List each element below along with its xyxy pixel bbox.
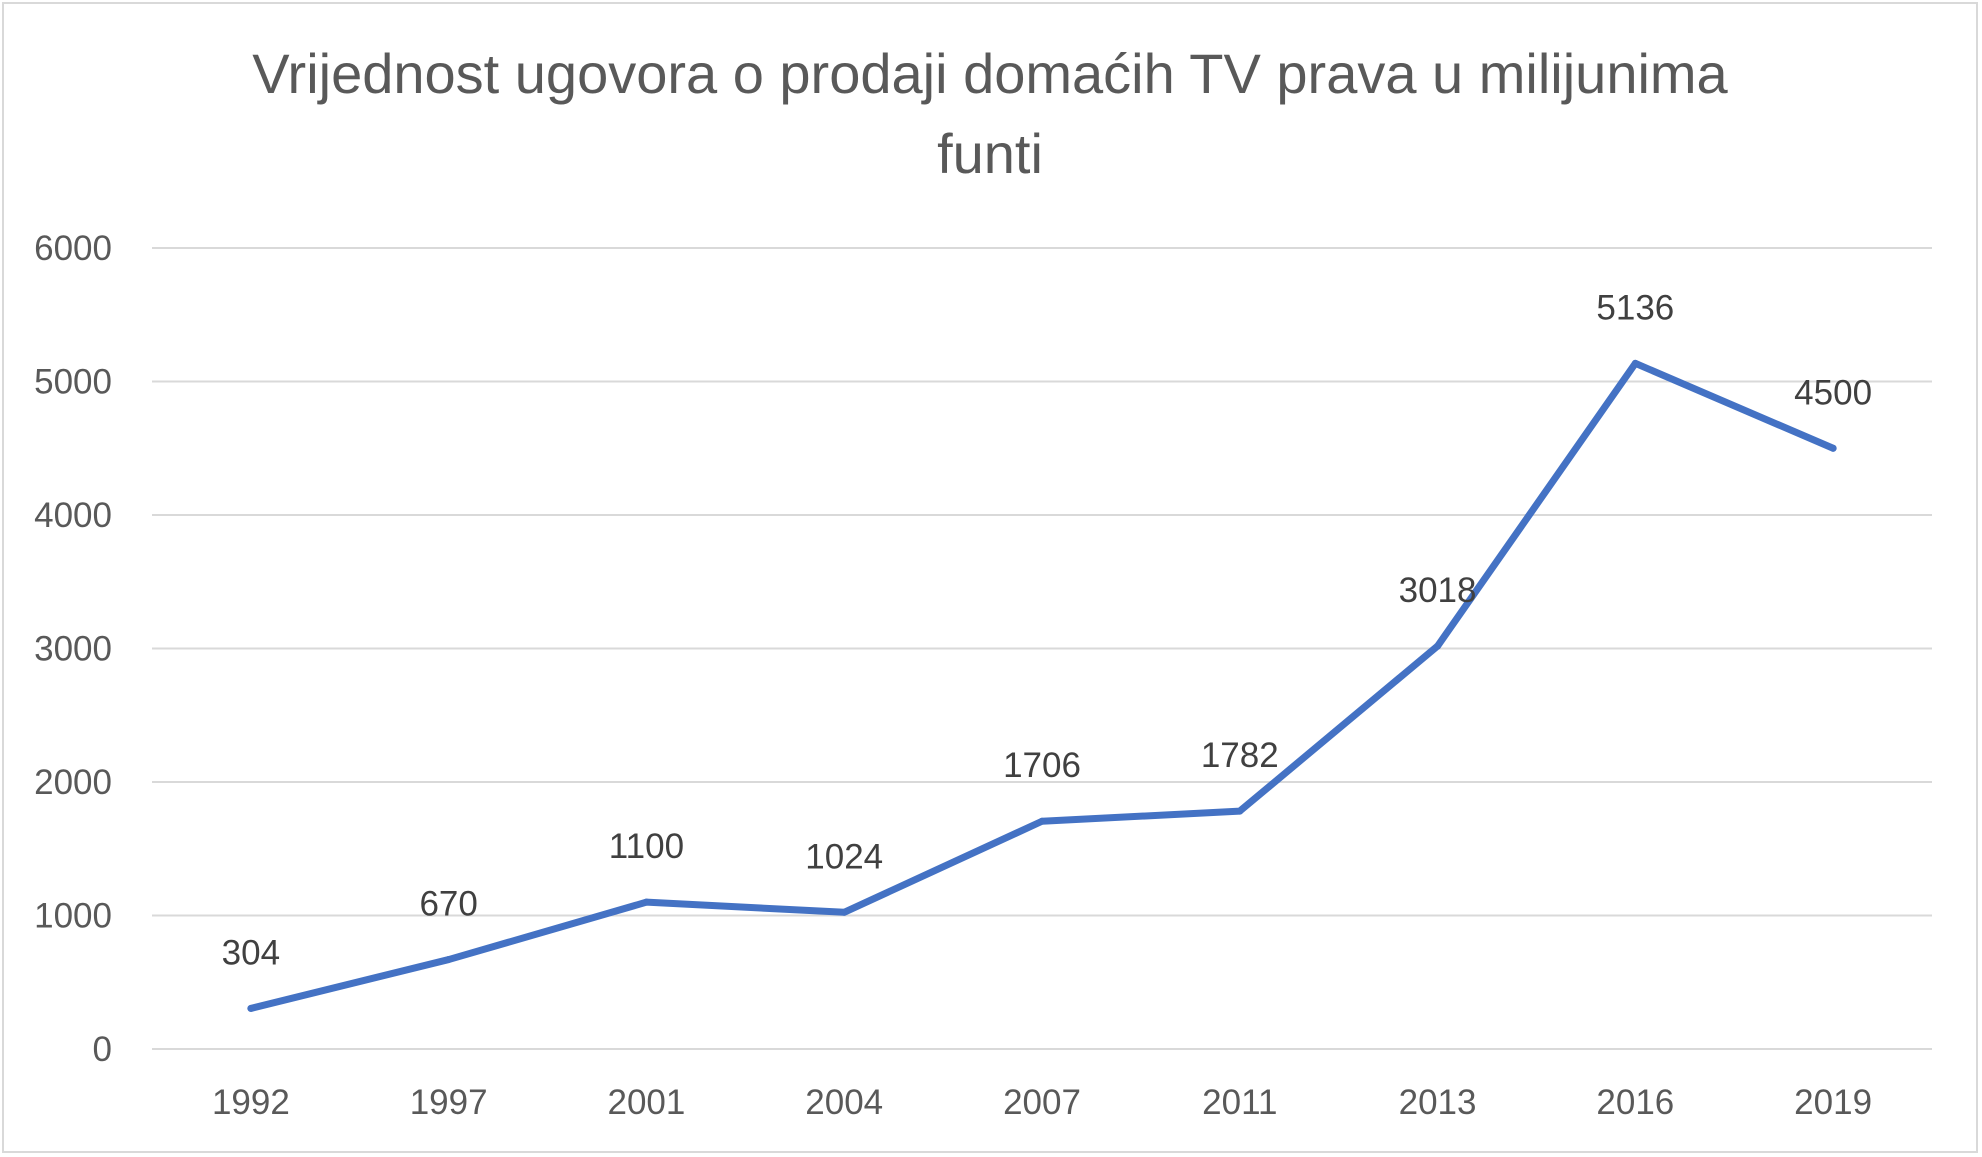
y-tick-label: 6000 (34, 229, 112, 268)
x-tick-label: 2011 (1202, 1083, 1277, 1122)
data-label: 3018 (1399, 571, 1477, 610)
data-point (247, 1004, 255, 1012)
x-tick-label: 2001 (608, 1083, 686, 1122)
x-tick-label: 1997 (410, 1083, 488, 1122)
data-label: 4500 (1794, 373, 1872, 412)
x-tick-label: 2013 (1399, 1083, 1477, 1122)
y-axis-tick-labels: 0 1000 2000 3000 4000 5000 6000 (34, 229, 112, 1069)
y-tick-label: 5000 (34, 363, 112, 402)
y-tick-label: 1000 (34, 897, 112, 936)
series-layer (247, 359, 1837, 1012)
data-point (642, 898, 650, 906)
x-tick-label: 1992 (212, 1083, 290, 1122)
y-tick-label: 2000 (34, 763, 112, 802)
x-tick-label: 2016 (1596, 1083, 1674, 1122)
x-axis-tick-labels: 1992 1997 2001 2004 2007 2011 2013 2016 2019 (212, 1083, 1872, 1122)
data-point (1434, 642, 1442, 650)
data-label: 5136 (1596, 288, 1674, 327)
data-point (1829, 444, 1837, 452)
y-tick-label: 4000 (34, 496, 112, 535)
series-line-0 (247, 359, 1837, 1012)
x-tick-label: 2004 (805, 1083, 883, 1122)
data-label: 1100 (609, 827, 684, 866)
chart-title-line-2: funti (937, 122, 1043, 185)
data-labels: 304 670 1100 1024 1706 1782 3018 5136 4500 (222, 288, 1872, 972)
data-label: 304 (222, 933, 280, 972)
chart-title-line-1: Vrijednost ugovora o prodaji domaćih TV … (252, 42, 1728, 105)
data-point (1038, 817, 1046, 825)
data-label: 1024 (805, 837, 883, 876)
gridlines (152, 247, 1932, 1050)
data-label: 1782 (1201, 736, 1279, 775)
data-point (840, 908, 848, 916)
data-point (1631, 359, 1639, 367)
y-tick-label: 0 (93, 1030, 112, 1069)
x-tick-label: 2019 (1794, 1083, 1872, 1122)
data-label: 670 (419, 885, 477, 924)
data-point (1236, 807, 1244, 815)
x-tick-label: 2007 (1003, 1083, 1081, 1122)
data-label: 1706 (1003, 746, 1081, 785)
y-tick-label: 3000 (34, 630, 112, 669)
data-point (445, 956, 453, 964)
